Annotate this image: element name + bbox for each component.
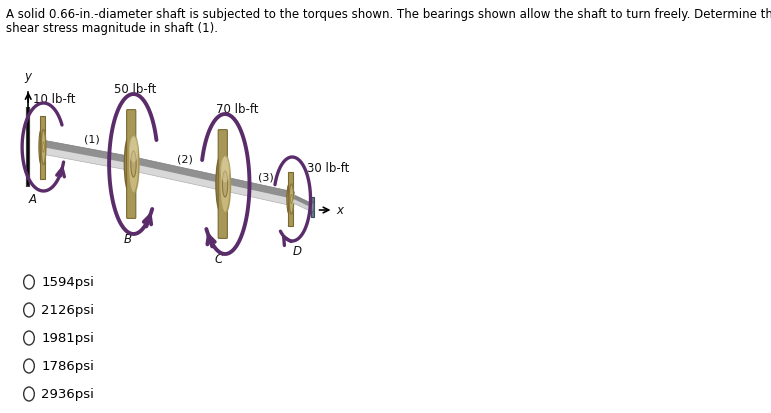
Ellipse shape [216,156,227,214]
FancyBboxPatch shape [126,110,136,219]
Bar [288,173,293,226]
FancyBboxPatch shape [218,131,227,239]
Bar [311,198,315,217]
Ellipse shape [41,130,45,165]
Text: 2126psi: 2126psi [41,304,94,317]
Polygon shape [133,158,226,192]
Ellipse shape [131,152,136,178]
Ellipse shape [222,171,227,197]
Ellipse shape [129,137,138,163]
Ellipse shape [39,130,43,165]
Circle shape [24,331,35,345]
Polygon shape [224,178,295,206]
Bar [39,116,45,179]
Polygon shape [41,141,134,171]
Polygon shape [294,196,311,207]
Circle shape [24,275,35,289]
Ellipse shape [311,202,314,213]
Ellipse shape [291,195,292,204]
Text: 10 lb-ft: 10 lb-ft [33,93,76,106]
Polygon shape [133,158,226,185]
Text: 2936psi: 2936psi [41,387,94,401]
Text: (3): (3) [258,172,274,182]
Ellipse shape [128,136,139,194]
Ellipse shape [124,136,135,194]
Ellipse shape [289,185,294,214]
Polygon shape [225,178,295,199]
Text: A: A [29,192,37,206]
Text: 1594psi: 1594psi [41,276,94,289]
Text: 30 lb-ft: 30 lb-ft [308,161,350,175]
Text: C: C [215,252,223,266]
Text: 1981psi: 1981psi [41,332,94,345]
Text: 70 lb-ft: 70 lb-ft [216,103,258,116]
Text: 50 lb-ft: 50 lb-ft [114,83,157,96]
Text: y: y [25,70,32,83]
Text: D: D [292,244,301,257]
Text: (2): (2) [177,154,194,165]
Ellipse shape [310,202,312,213]
Text: B: B [123,233,131,245]
Ellipse shape [287,185,291,214]
Text: shear stress magnitude in shaft (1).: shear stress magnitude in shaft (1). [6,22,218,35]
Ellipse shape [220,156,231,214]
Ellipse shape [42,142,45,153]
Polygon shape [42,141,134,165]
Ellipse shape [221,157,230,183]
Text: 1786psi: 1786psi [41,360,94,373]
Circle shape [24,387,35,401]
Text: A solid 0.66-in.-diameter shaft is subjected to the torques shown. The bearings : A solid 0.66-in.-diameter shaft is subje… [6,8,771,21]
Text: x: x [336,204,343,217]
Circle shape [24,359,35,373]
Polygon shape [293,196,311,211]
Circle shape [24,303,35,317]
Text: (1): (1) [84,134,99,144]
